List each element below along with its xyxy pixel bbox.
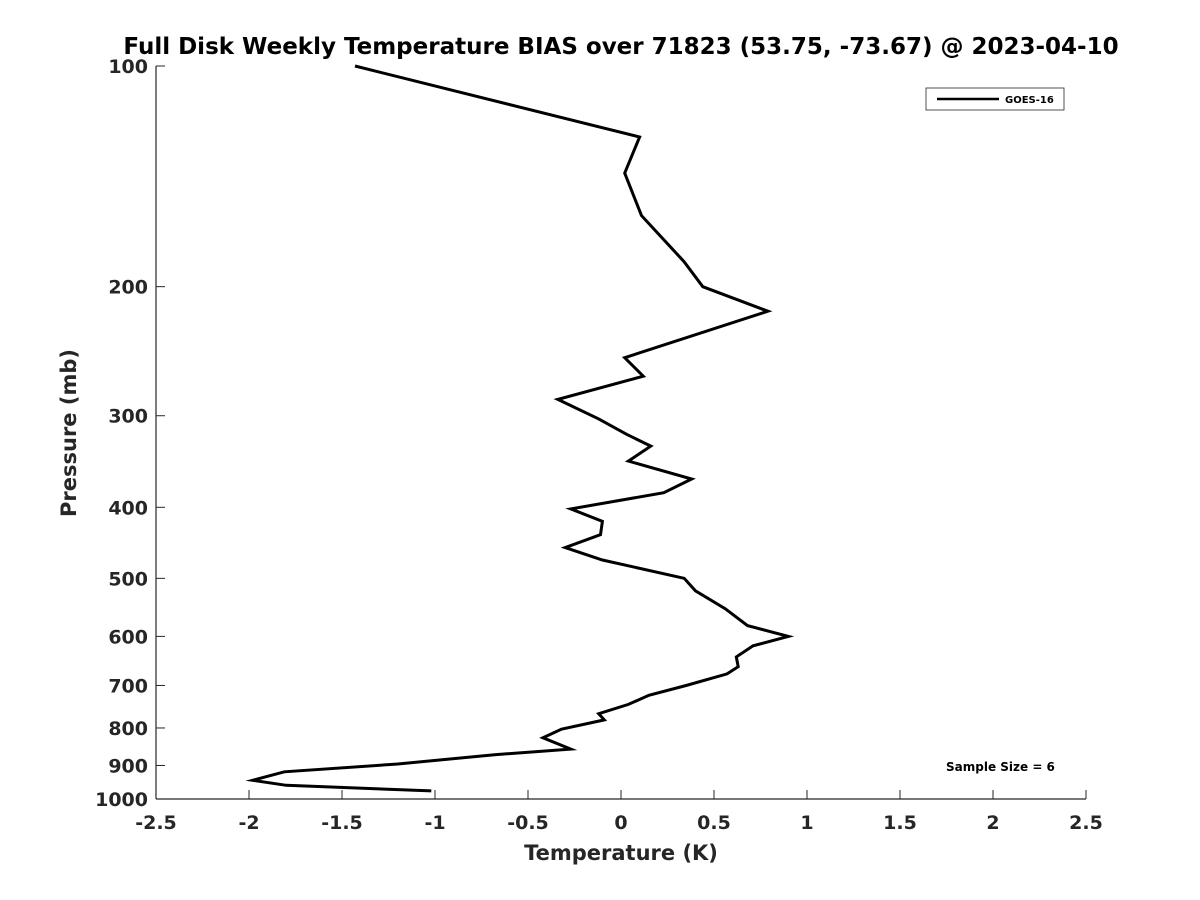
series-line-0 bbox=[245, 64, 795, 793]
x-axis-label: Temperature (K) bbox=[524, 841, 718, 865]
x-tick-label: -2.5 bbox=[135, 812, 177, 834]
y-axis-label: Pressure (mb) bbox=[57, 349, 81, 517]
y-tick-label: 900 bbox=[108, 755, 148, 777]
legend: GOES-16 bbox=[925, 87, 1065, 111]
y-tick-label: 700 bbox=[108, 675, 148, 697]
y-tick-label: 1000 bbox=[95, 789, 148, 811]
x-axis-ticks: -2.5 -2 -1.5 -1 -0.5 0 0.5 1 1.5 2 2.5 bbox=[135, 790, 1103, 834]
x-tick-label: -1 bbox=[424, 812, 445, 834]
y-tick-label: 800 bbox=[108, 718, 148, 740]
y-tick-label: 400 bbox=[108, 497, 148, 519]
y-tick-label: 300 bbox=[108, 406, 148, 428]
x-tick-label: -2 bbox=[238, 812, 259, 834]
x-tick-label: 0 bbox=[614, 812, 627, 834]
y-tick-label: 500 bbox=[108, 568, 148, 590]
y-tick-label: 600 bbox=[108, 626, 148, 648]
y-axis-ticks: 100 200 300 400 500 600 700 800 900 1000 bbox=[95, 56, 165, 811]
y-tick-label: 100 bbox=[108, 56, 148, 78]
y-tick-label: 200 bbox=[108, 277, 148, 299]
x-tick-label: 2.5 bbox=[1069, 812, 1103, 834]
x-tick-label: 1 bbox=[800, 812, 813, 834]
chart-title: Full Disk Weekly Temperature BIAS over 7… bbox=[123, 34, 1118, 60]
series-layer bbox=[245, 64, 795, 793]
x-tick-label: 1.5 bbox=[883, 812, 917, 834]
x-tick-label: -0.5 bbox=[507, 812, 549, 834]
x-tick-label: 2 bbox=[986, 812, 999, 834]
x-tick-label: 0.5 bbox=[697, 812, 731, 834]
legend-entry-goes-16: GOES-16 bbox=[1005, 95, 1054, 106]
x-tick-label: -1.5 bbox=[321, 812, 363, 834]
sample-size-annotation: Sample Size = 6 bbox=[946, 760, 1055, 774]
